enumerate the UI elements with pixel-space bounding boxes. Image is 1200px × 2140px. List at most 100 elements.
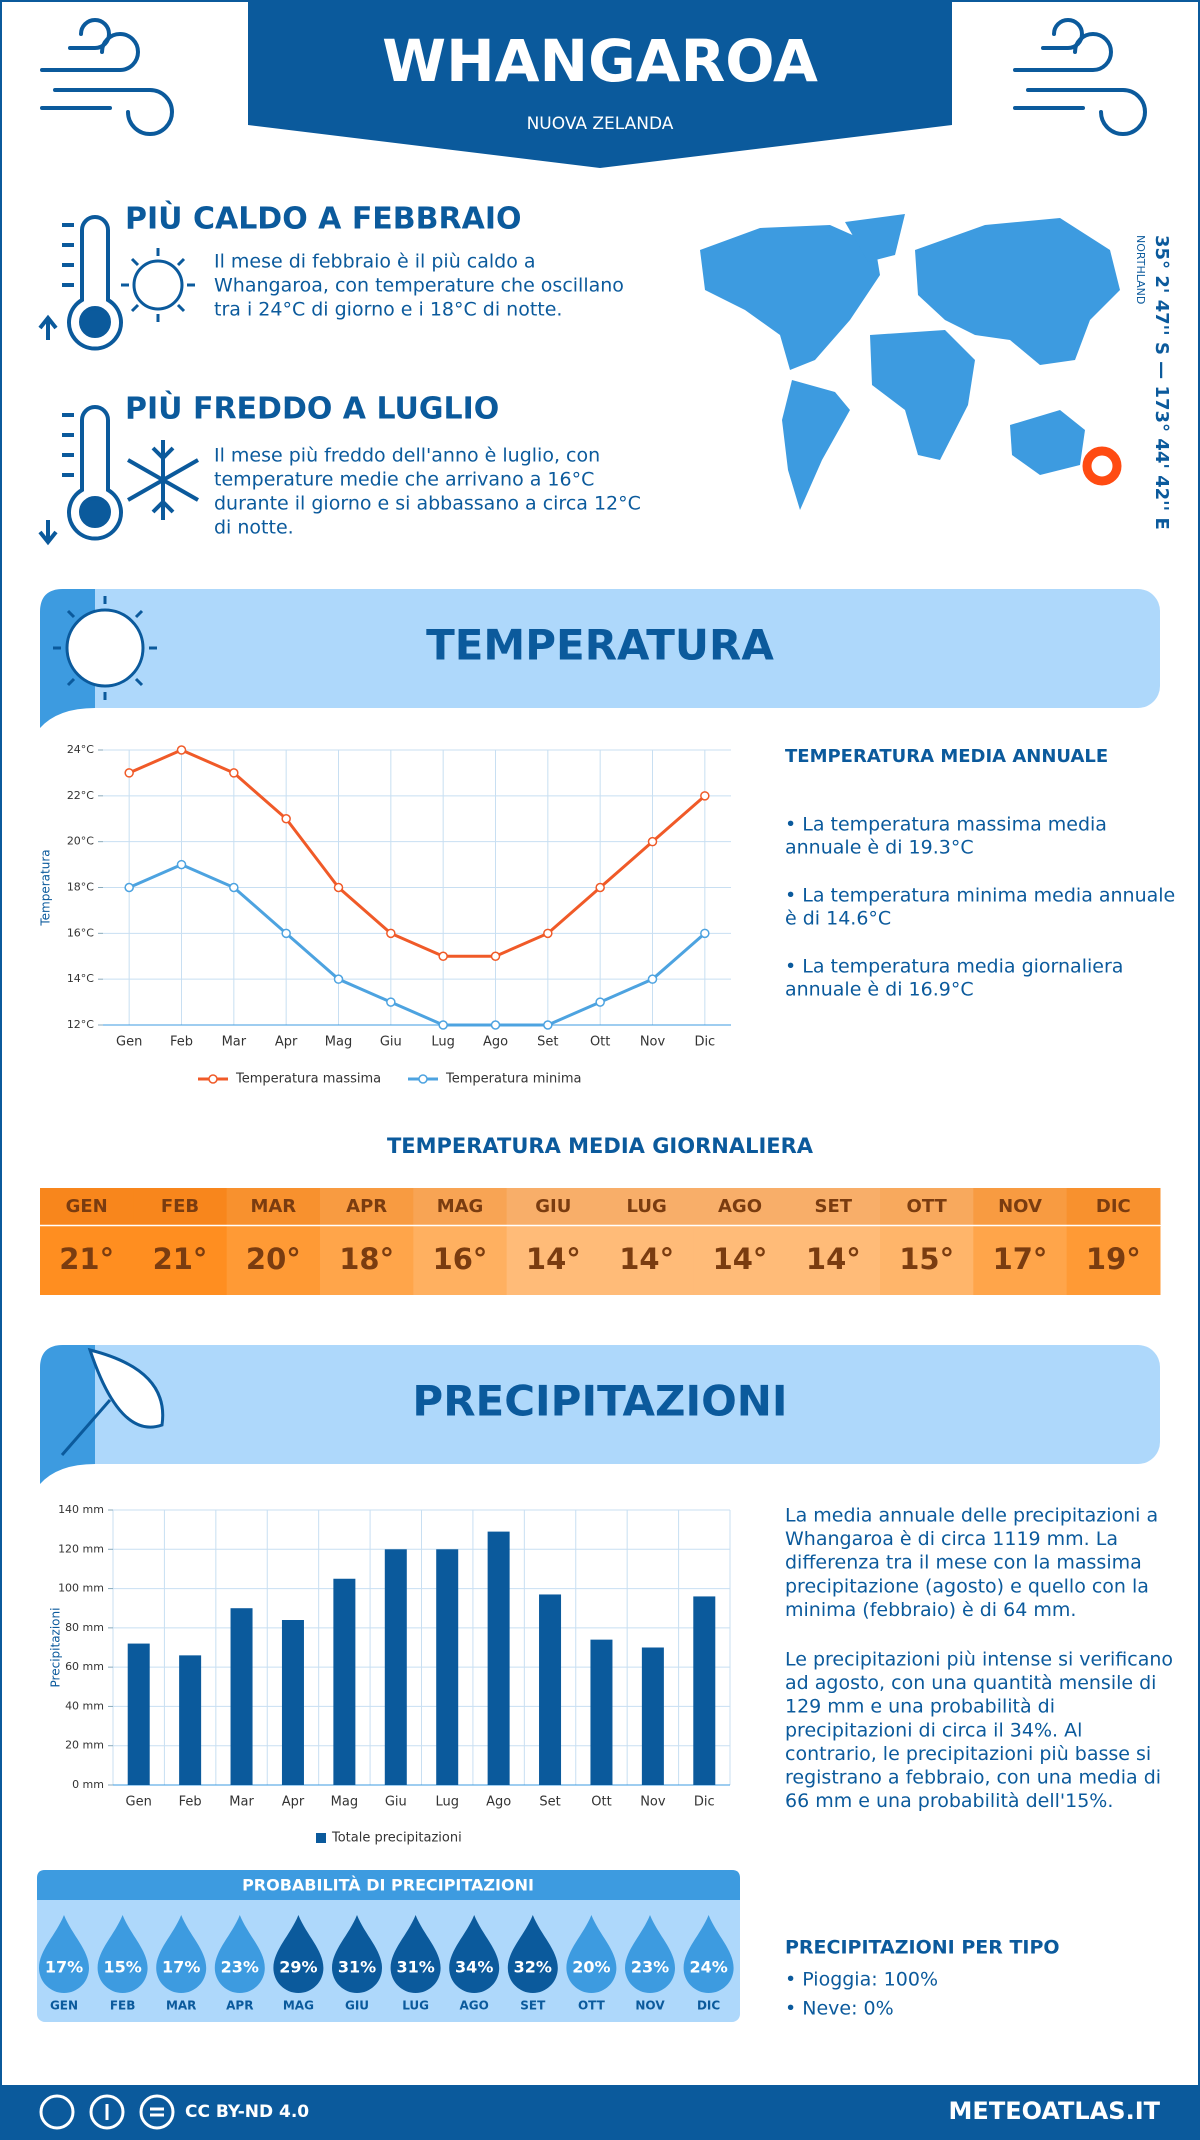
point bbox=[438, 1020, 448, 1030]
y-tick-label: 40 mm bbox=[65, 1699, 104, 1712]
site: METEOATLAS.IT bbox=[949, 2097, 1161, 2125]
title: WHANGAROA bbox=[382, 27, 818, 95]
license: CC BY-ND 4.0 bbox=[185, 2102, 309, 2122]
table-value: 16° bbox=[433, 1242, 488, 1276]
x-tick-label: Ott bbox=[591, 1795, 611, 1810]
point bbox=[281, 814, 291, 824]
drop-month: FEB bbox=[110, 1999, 136, 2013]
sun-banner-icon bbox=[53, 596, 157, 700]
table-header-shade bbox=[320, 1188, 414, 1225]
table-header-cell bbox=[413, 1188, 508, 1225]
table-month: LUG bbox=[627, 1196, 667, 1217]
table-value: 21° bbox=[59, 1242, 114, 1276]
bar bbox=[693, 1596, 716, 1785]
table-header-cell bbox=[600, 1188, 694, 1225]
series-line bbox=[128, 748, 706, 958]
table-value-cell bbox=[226, 1226, 321, 1295]
annual-bullet: • La temperatura media giornaliera bbox=[785, 956, 1123, 978]
wind-icon bbox=[40, 18, 1147, 136]
x-tick-label: Set bbox=[539, 1795, 560, 1810]
point bbox=[386, 928, 396, 939]
bar bbox=[281, 1620, 304, 1785]
bar bbox=[384, 1549, 407, 1785]
x-tick-label: Gen bbox=[126, 1795, 152, 1810]
y-axis-label: Temperatura bbox=[39, 849, 53, 926]
y-tick-label: 20 mm bbox=[65, 1739, 104, 1752]
table-header-shade bbox=[413, 1188, 508, 1225]
cold-text: durante il giorno e si abbassano a circa… bbox=[214, 493, 641, 515]
x-tick-label: Ott bbox=[590, 1035, 610, 1050]
point bbox=[124, 768, 134, 778]
table-value: 21° bbox=[153, 1242, 208, 1276]
y-tick-label: 12°C bbox=[67, 1018, 94, 1031]
point bbox=[124, 882, 134, 893]
warm-text: Il mese di febbraio è il più caldo a bbox=[214, 251, 536, 273]
table-value-cell bbox=[40, 1226, 134, 1295]
table-value: 14° bbox=[619, 1242, 674, 1276]
table-value-cell bbox=[506, 1226, 601, 1295]
x-tick-label: Feb bbox=[179, 1795, 202, 1810]
bar bbox=[230, 1608, 253, 1785]
table-value: 19° bbox=[1086, 1242, 1141, 1276]
y-tick-label: 18°C bbox=[67, 881, 94, 894]
precip-text: Le precipitazioni più intense si verific… bbox=[785, 1649, 1173, 1671]
x-tick-label: Ago bbox=[486, 1795, 511, 1810]
type-item: • Pioggia: 100% bbox=[785, 1969, 938, 1991]
drop bbox=[39, 1915, 89, 1993]
warm-title: PIÙ CALDO A FEBBRAIO bbox=[125, 200, 522, 237]
drop-month: APR bbox=[226, 1999, 253, 2013]
x-tick-label: Feb bbox=[170, 1035, 193, 1050]
legend-marker bbox=[208, 1074, 218, 1084]
table-header-shade bbox=[226, 1188, 321, 1225]
drop bbox=[214, 1915, 265, 1993]
bar bbox=[333, 1578, 356, 1785]
table-header-cell bbox=[320, 1188, 414, 1225]
precip-text: La media annuale delle precipitazioni a bbox=[785, 1505, 1158, 1527]
drop bbox=[273, 1915, 324, 1993]
y-tick-label: 14°C bbox=[67, 972, 94, 985]
warm-text: tra i 24°C di giorno e i 18°C di notte. bbox=[214, 299, 562, 321]
drop-month: OTT bbox=[578, 1999, 606, 2013]
point bbox=[490, 951, 501, 961]
table-header-shade bbox=[973, 1188, 1068, 1225]
x-tick-label: Giu bbox=[380, 1035, 402, 1050]
precip-text: ad agosto, con una quantità mensile di bbox=[785, 1672, 1156, 1694]
point bbox=[176, 745, 187, 755]
drop-value: 23% bbox=[221, 1958, 259, 1977]
x-tick-label: Dic bbox=[694, 1795, 715, 1810]
footer bbox=[0, 2085, 1200, 2140]
x-tick-label: Giu bbox=[385, 1795, 407, 1810]
drop-month: SET bbox=[520, 1999, 546, 2013]
cold-title: PIÙ FREDDO A LUGLIO bbox=[125, 390, 499, 427]
annual-bullet: è di 14.6°C bbox=[785, 908, 891, 930]
point bbox=[700, 791, 710, 801]
point bbox=[438, 951, 448, 961]
probability-header bbox=[37, 1870, 740, 1900]
table-month: MAG bbox=[437, 1196, 484, 1217]
drop bbox=[449, 1915, 500, 1993]
table-value-cell bbox=[786, 1226, 881, 1295]
banner-corner bbox=[40, 1345, 95, 1484]
x-tick-label: Set bbox=[537, 1035, 558, 1050]
x-tick-label: Ago bbox=[483, 1035, 508, 1050]
table-month: GIU bbox=[535, 1196, 571, 1217]
x-tick-label: Lug bbox=[431, 1035, 455, 1050]
drop bbox=[332, 1915, 382, 1993]
table-header-shade bbox=[1066, 1188, 1161, 1225]
probability-title: PROBABILITÀ DI PRECIPITAZIONI bbox=[242, 1876, 534, 1895]
cold-text: di notte. bbox=[214, 517, 294, 539]
table-value-cell bbox=[320, 1226, 414, 1295]
annual-bullet: • La temperatura massima media bbox=[785, 814, 1107, 836]
drop-month: GEN bbox=[50, 1999, 78, 2013]
coordinates: 35° 2' 47'' S — 173° 44' 42'' E bbox=[1151, 235, 1172, 530]
table-value: 18° bbox=[339, 1242, 394, 1276]
point bbox=[595, 882, 605, 893]
table-value: 14° bbox=[526, 1242, 581, 1276]
point bbox=[647, 836, 658, 847]
annual-bullet: annuale è di 16.9°C bbox=[785, 979, 974, 1001]
drop-month: MAG bbox=[283, 1999, 314, 2013]
drop-value: 31% bbox=[338, 1958, 376, 1977]
table-header-cell bbox=[133, 1188, 228, 1225]
table-header-shade bbox=[600, 1188, 694, 1225]
table-header-shade bbox=[880, 1188, 974, 1225]
